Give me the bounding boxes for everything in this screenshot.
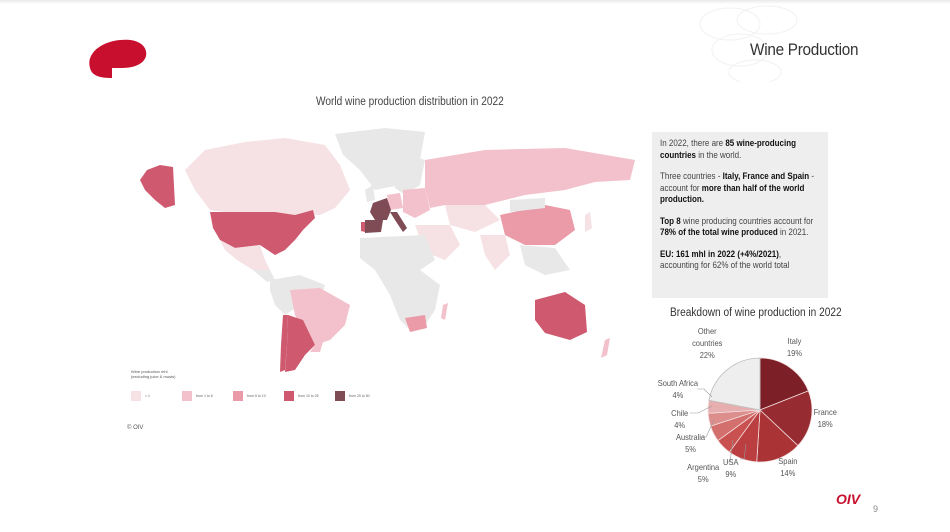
legend-item: from 25 to 50 [335,391,386,401]
fact-top-eight: Top 8 wine producing countries account f… [660,215,814,238]
oiv-footer-logo: OIV [836,491,861,507]
decorative-watermark-icon [699,5,798,82]
legend-swatch [233,391,243,401]
map-legend: Wine production mhl (excluding juice & m… [131,369,386,401]
south-africa [405,315,427,332]
pie-label-other: Other countries 22% [692,326,723,360]
pie-label-spain: Spain 14% [778,456,798,478]
key-facts-box: In 2022, there are 85 wine-producing cou… [652,132,828,298]
legend-item: from 10 to 25 [284,391,335,401]
legend-item: from 1 to 6 [182,391,233,401]
japan [585,212,592,232]
canada [185,138,350,215]
usa [210,210,315,255]
australia [535,292,587,340]
legend-item: from 6 to 10 [233,391,284,401]
scandinavia [390,155,425,195]
fact-top-three: Three countries - Italy, France and Spai… [660,171,815,204]
alaska [140,165,175,208]
china [500,205,575,245]
pie-label-italy: Italy 19% [787,336,802,358]
fact-countries: In 2022, there are 85 wine-producing cou… [660,138,796,160]
africa [375,270,440,330]
pie-label-south-africa: South Africa 4% [657,378,699,400]
pie-label-chile: Chile 4% [671,408,689,430]
france [370,198,391,220]
map-countries [140,128,635,372]
pie-label-usa: USA 9% [723,457,739,479]
argentina [285,315,315,372]
north-africa [360,235,435,270]
pie-slice-italy [759,357,809,411]
legend-title: Wine production mhl (excluding juice & m… [131,369,176,379]
pie-slices [707,357,813,463]
map-copyright: © OIV [127,425,144,431]
legend-swatch [131,391,141,401]
germany [387,193,403,210]
pie-slice-france [759,390,813,447]
portugal [361,222,365,232]
top-shadow-bar [0,0,950,4]
chile [280,315,288,372]
pie-chart [707,357,813,463]
mexico [220,240,270,270]
pie-label-australia: Australia 5% [675,432,706,454]
slide-title: Wine Production [749,40,858,59]
pie-chart-title: Breakdown of wine production in 2022 [670,307,842,319]
oiv-logo-icon [89,39,147,78]
legend-item: < 1 [131,391,182,401]
uk [365,185,375,202]
spain [365,220,383,233]
page-number: 9 [873,504,879,514]
russia [425,148,635,208]
world-choropleth-map [140,128,635,372]
legend-swatch [335,391,345,401]
pie-label-france: France 18% [813,407,837,429]
italy [390,212,407,232]
map-title: World wine production distribution in 20… [316,96,504,108]
fact-eu: EU: 161 mhl in 2022 (+4%/2021), accountin… [660,248,790,271]
pie-label-argentina: Argentina 5% [687,462,720,484]
legend-swatch [182,391,192,401]
legend-swatch [284,391,294,401]
